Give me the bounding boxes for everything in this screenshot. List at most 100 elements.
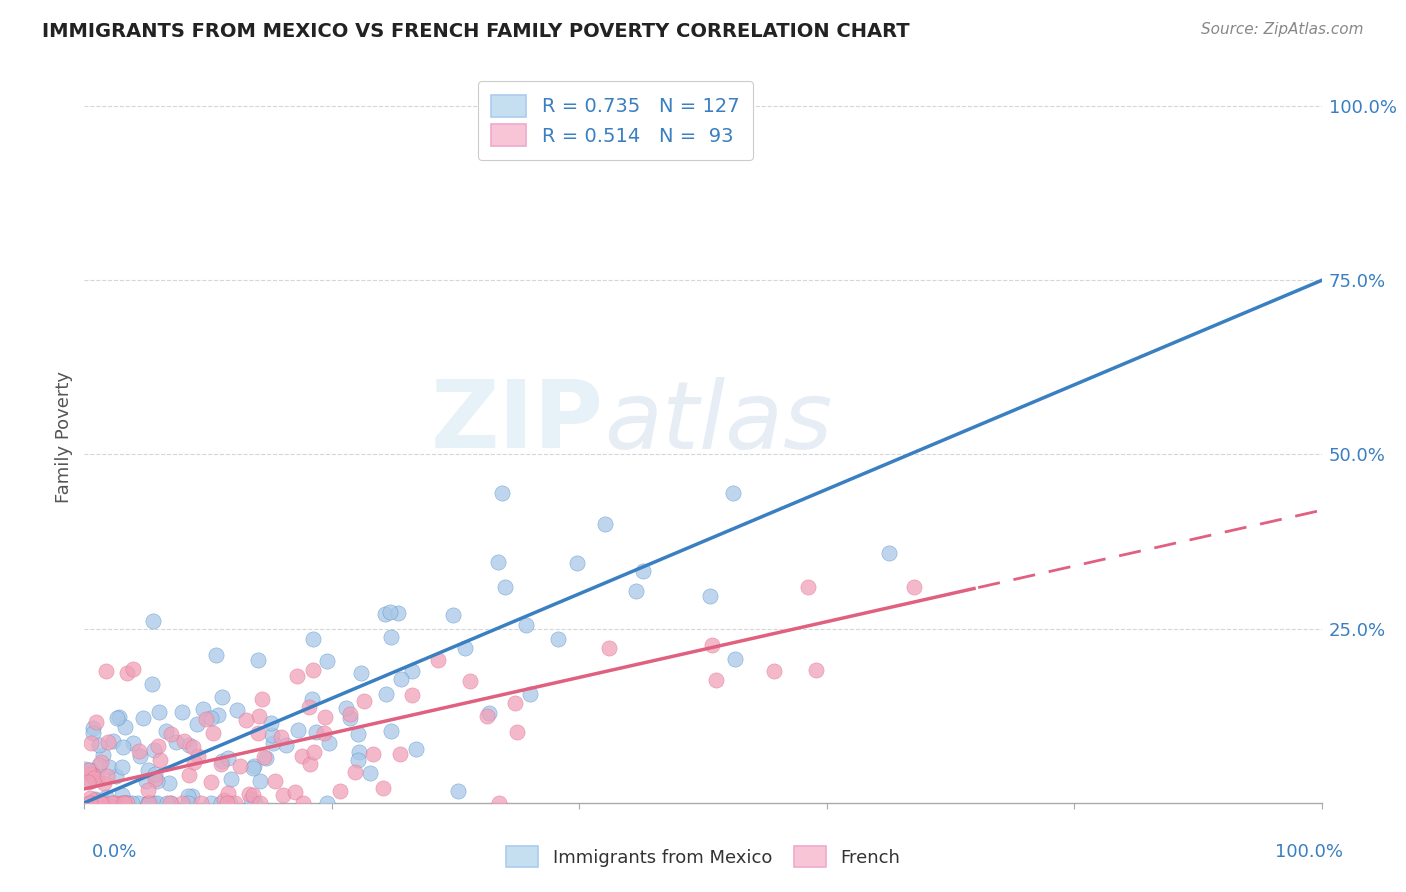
Point: [112, 796, 135, 810]
Point: [82, 768, 104, 782]
Point: [135, 774, 157, 789]
Point: [104, 796, 127, 810]
Point: [877, 546, 900, 560]
Point: [86, 796, 108, 810]
Point: [249, 774, 271, 789]
Point: [105, 711, 128, 725]
Point: [389, 747, 412, 762]
Point: [235, 713, 257, 727]
Point: [262, 736, 284, 750]
Point: [79, 767, 101, 781]
Point: [239, 791, 262, 805]
Point: [593, 516, 616, 531]
Point: [229, 759, 252, 773]
Point: [211, 690, 233, 704]
Point: [262, 728, 284, 742]
Point: [347, 753, 370, 767]
Point: [146, 739, 169, 754]
Point: [243, 796, 266, 810]
Point: [83, 771, 105, 785]
Point: [305, 724, 328, 739]
Point: [136, 796, 159, 810]
Point: [253, 750, 276, 764]
Point: [700, 638, 723, 652]
Point: [101, 796, 124, 810]
Point: [797, 580, 820, 594]
Point: [200, 711, 222, 725]
Point: [273, 788, 295, 802]
Point: [87, 758, 110, 772]
Point: [339, 710, 361, 724]
Point: [111, 796, 134, 810]
Point: [138, 796, 160, 810]
Point: [316, 796, 339, 810]
Point: [250, 692, 273, 706]
Point: [598, 641, 620, 656]
Point: [200, 775, 222, 789]
Point: [108, 710, 131, 724]
Point: [224, 796, 246, 810]
Point: [699, 589, 721, 603]
Point: [426, 653, 449, 667]
Point: [441, 607, 464, 622]
Point: [90, 755, 112, 769]
Point: [172, 705, 194, 719]
Point: [173, 734, 195, 748]
Point: [79, 764, 101, 778]
Point: [146, 774, 169, 789]
Point: [347, 746, 370, 760]
Point: [371, 781, 394, 796]
Point: [763, 665, 786, 679]
Point: [359, 765, 381, 780]
Point: [478, 706, 501, 721]
Point: [454, 640, 477, 655]
Point: [145, 766, 167, 780]
Point: [128, 743, 150, 757]
Point: [110, 788, 132, 802]
Text: 100.0%: 100.0%: [1275, 843, 1343, 861]
Point: [491, 486, 513, 500]
Point: [270, 730, 292, 744]
Point: [380, 723, 402, 738]
Point: [90, 796, 112, 810]
Point: [84, 791, 107, 805]
Point: [143, 742, 166, 756]
Point: [191, 702, 214, 716]
Point: [378, 605, 401, 619]
Point: [93, 776, 115, 790]
Point: [111, 760, 134, 774]
Point: [458, 673, 481, 688]
Point: [292, 796, 315, 810]
Point: [114, 720, 136, 734]
Point: [183, 755, 205, 769]
Point: [138, 763, 160, 777]
Point: [115, 796, 138, 810]
Point: [187, 749, 209, 764]
Point: [129, 748, 152, 763]
Point: [387, 606, 409, 620]
Point: [181, 789, 204, 803]
Point: [242, 788, 264, 802]
Point: [211, 754, 233, 768]
Point: [242, 761, 264, 775]
Y-axis label: Family Poverty: Family Poverty: [55, 371, 73, 503]
Point: [94, 789, 117, 804]
Point: [89, 796, 111, 810]
Point: [290, 748, 312, 763]
Point: [146, 796, 169, 810]
Point: [274, 739, 297, 753]
Point: [190, 796, 212, 810]
Point: [143, 772, 166, 787]
Point: [287, 669, 309, 683]
Point: [401, 688, 423, 702]
Point: [903, 580, 925, 594]
Point: [350, 665, 373, 680]
Point: [389, 673, 412, 687]
Point: [186, 717, 208, 731]
Point: [446, 784, 468, 798]
Point: [207, 708, 229, 723]
Point: [86, 772, 108, 786]
Point: [157, 776, 180, 790]
Point: [247, 709, 270, 723]
Point: [127, 796, 149, 810]
